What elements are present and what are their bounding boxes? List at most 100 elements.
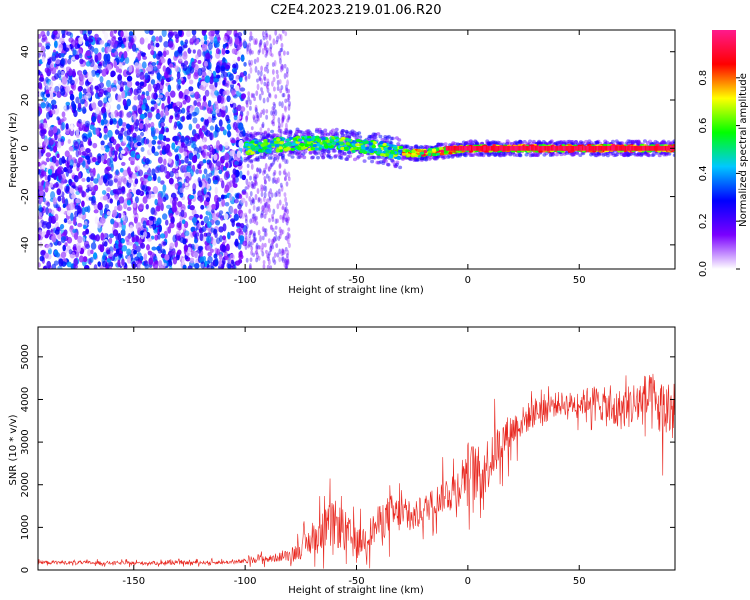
heat-cell [246,170,250,176]
heat-cell [248,208,252,214]
heat-cell [255,242,259,250]
heat-cell [119,167,124,173]
heat-cell [198,169,202,174]
heat-cell [165,50,170,56]
heat-cell [45,83,50,91]
heat-cell [103,53,108,62]
heat-cell [355,133,360,138]
heat-cell [41,56,46,63]
heat-cell [162,50,167,58]
heat-cell [44,138,50,146]
heat-cell [96,221,102,229]
heat-cell [268,217,271,223]
heat-cell [64,160,70,167]
heat-cell [197,176,201,184]
heat-cell [562,139,567,144]
heat-cell [271,177,275,184]
heat-cell [203,40,208,45]
heat-cell [232,121,238,131]
heat-cell [219,126,225,132]
heat-cell [250,184,254,189]
heat-cell [274,179,278,184]
heat-cell [50,99,57,106]
heat-cell [105,186,111,193]
heat-cell [147,250,153,256]
heat-cell [249,229,253,236]
heat-cell [239,131,244,138]
heat-cell [83,33,88,41]
heat-cell [120,229,126,237]
heat-cell [165,143,171,151]
heat-cell [286,259,290,265]
heat-cell [286,79,289,87]
heat-cell [60,88,66,96]
heat-cell [252,213,256,219]
heat-cell [247,236,251,242]
heat-cell [272,38,276,46]
heat-cell [316,155,321,160]
heat-cell [181,257,185,265]
heat-cell [186,165,192,173]
heat-cell [261,170,265,176]
heat-cell [159,164,165,173]
heat-cell [240,197,246,204]
heat-cell [150,45,155,51]
heat-cell [327,155,332,159]
heat-cell [45,111,51,120]
heat-cell [486,152,491,157]
heat-cell [276,218,279,224]
heat-cell [283,63,287,69]
heat-cell [201,226,207,233]
heat-cell [271,238,274,246]
heat-cell [182,64,188,72]
heat-cell [352,130,357,135]
heat-cell [237,242,242,250]
heat-cell [47,208,52,214]
heat-cell [284,217,288,223]
heat-cell [76,205,82,214]
heat-cell [263,169,267,175]
heat-cell [253,180,257,187]
heat-cell [225,80,230,88]
heat-cell [129,136,134,142]
heat-cell [81,190,85,198]
heat-cell [97,155,102,164]
heat-cell [113,30,118,34]
heat-cell [270,129,275,134]
heat-cell [551,152,556,156]
heat-cell [88,38,94,43]
heat-cell [134,165,141,172]
heat-cell [135,245,141,253]
heat-cell [141,61,147,69]
heat-cell [65,123,69,130]
heat-cell [254,176,258,183]
heat-cell [148,30,154,35]
heat-cell [283,208,287,216]
heat-cell [334,127,339,132]
heat-cell [279,34,283,42]
heat-cell [264,201,268,208]
heat-cell [200,37,205,46]
heat-cell [68,146,74,152]
heat-cell [177,30,183,37]
heat-cell [118,130,124,137]
heat-cell [262,108,266,116]
heat-cell [69,187,74,194]
heat-cell [255,249,259,255]
heat-cell [110,136,115,143]
heat-cell [240,222,245,229]
heat-cell [259,168,262,174]
heat-cell [54,58,61,65]
heat-cell [525,141,530,146]
heat-cell [278,191,281,197]
heat-cell [85,40,90,47]
heat-cell [68,249,73,255]
heat-cell [104,144,110,149]
heat-cell [63,218,68,224]
heat-cell [40,129,47,134]
heat-cell [272,101,276,106]
heat-cell [262,207,266,214]
heat-cell [447,154,452,158]
heat-cell [114,194,119,201]
